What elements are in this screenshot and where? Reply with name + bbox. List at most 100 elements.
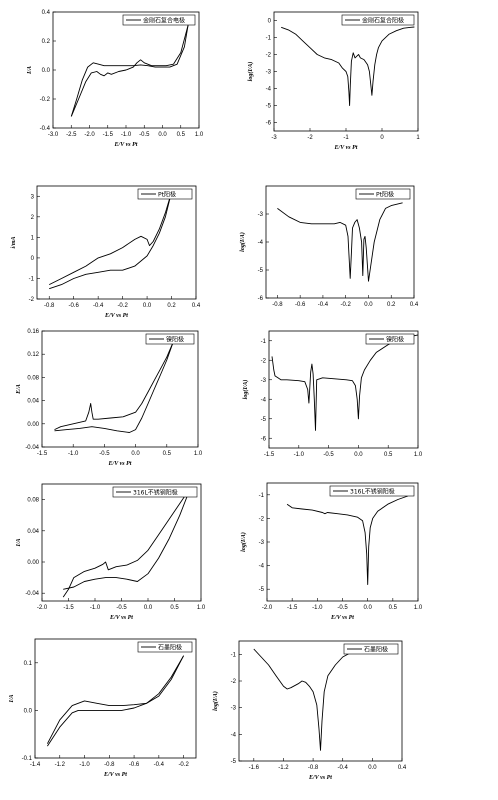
x-tick-label: -0.2 [117, 303, 128, 309]
legend-box [365, 333, 415, 345]
y-tick-label: 0.16 [27, 329, 39, 335]
y-tick-label: -4 [259, 564, 265, 570]
x-tick-label: -0.6 [295, 302, 306, 308]
x-tick-label: -0.2 [178, 762, 189, 768]
series-line [49, 192, 172, 290]
y-tick-label: 0.0 [24, 708, 33, 714]
y-axis-title: log(I/A) [247, 62, 254, 82]
series-line [49, 192, 172, 286]
x-tick-label: -1.5 [287, 605, 298, 611]
y-tick-label: -5 [259, 587, 265, 593]
y-tick-label: -3 [259, 540, 265, 546]
x-axis-title: E/V vs Pt [109, 615, 133, 621]
x-tick-label: 1.0 [194, 451, 203, 457]
x-tick-label: -0.8 [308, 765, 319, 771]
x-tick-label: -2 [307, 135, 313, 141]
x-tick-label: -1.0 [79, 762, 90, 768]
x-tick-label: -1.2 [278, 765, 289, 771]
series-line [253, 644, 380, 751]
legend-label: 石墨阳极 [364, 646, 388, 654]
x-tick-label: -1.5 [264, 452, 275, 458]
series-line [286, 495, 409, 585]
legend-label: 镍阳极 [386, 336, 404, 344]
x-tick-label: 1.0 [197, 605, 206, 611]
legend-label: 金刚石复合阳极 [362, 17, 404, 25]
y-tick-label: -3 [231, 706, 237, 712]
x-tick-label: 0.4 [410, 302, 419, 308]
legend-label: 镍阳极 [166, 336, 184, 344]
series-line [70, 25, 189, 117]
y-tick-label: -5 [266, 104, 272, 110]
x-tick-label: 0.5 [389, 605, 398, 611]
chart-panel: -1.5 -1.0 -0.5 0.0 0.5 1.0 -0.04 0.00 0.04 0.08 0.… [16, 329, 203, 467]
chart-panel: -3.0 -2.5 -2.0 -1.5 -1.0 -0.5 0.0 0.5 1.0 -0.4 -0.… [27, 10, 204, 148]
series-line [281, 26, 415, 106]
x-tick-label: 0.0 [363, 605, 372, 611]
legend-box [137, 188, 193, 200]
x-axis-title: E/V vs Pt [108, 461, 132, 467]
series-line [54, 342, 174, 431]
y-tick-label: -4 [266, 87, 272, 93]
y-tick-label: 0.04 [27, 399, 39, 405]
x-tick-label: -1.2 [55, 762, 66, 768]
x-tick-label: 0.4 [398, 765, 407, 771]
y-tick-label: -6 [258, 296, 264, 302]
legend-box [341, 14, 415, 26]
y-tick-label: 0.4 [42, 10, 51, 16]
y-axis-title: I/A [16, 538, 22, 547]
chart-panel: -2.0 -1.5 -1.0 -0.5 0.0 0.5 1.0 -0.04 0.00 0.04 0.… [16, 483, 206, 621]
legend-box [145, 333, 195, 345]
x-tick-label: -1.5 [63, 605, 74, 611]
plot-frame [41, 483, 202, 602]
chart-panel: -1.6 -1.2 -0.8 -0.4 0.0 0.4 -1 -2 -3 -4 -5 石墨阳极 E/V … [212, 640, 407, 781]
series-line [70, 24, 189, 117]
y-tick-label: -1 [261, 339, 267, 345]
y-tick-label: -1 [259, 493, 265, 499]
legend-box [122, 14, 196, 26]
x-tick-label: -0.4 [93, 303, 104, 309]
series-line [54, 342, 174, 433]
y-axis-title: log(I/A) [240, 532, 247, 552]
y-tick-label: -0.4 [40, 126, 51, 132]
x-tick-label: -0.6 [69, 303, 80, 309]
series-line [47, 655, 184, 747]
legend-label: Pt阳极 [376, 191, 394, 199]
x-tick-label: 0.0 [368, 765, 377, 771]
x-tick-label: -1.5 [37, 451, 48, 457]
x-tick-label: 0.0 [158, 132, 167, 138]
x-tick-label: -2.5 [66, 132, 77, 138]
y-tick-label: -2 [231, 679, 237, 685]
y-tick-label: -2 [29, 297, 35, 303]
x-tick-label: 0.0 [354, 452, 363, 458]
y-tick-label: 0.2 [42, 39, 51, 45]
y-tick-label: 0.08 [27, 498, 39, 504]
x-axis-title: E/V vs Pt [103, 772, 127, 778]
x-tick-label: -3 [271, 135, 277, 141]
y-axis-title: log(I/A) [242, 380, 249, 400]
chart-panel: -1.4 -1.2 -1.0 -0.8 -0.6 -0.4 -0.2 -0.1 0.0 0.1 石墨… [9, 638, 197, 778]
x-tick-label: -0.8 [44, 303, 55, 309]
y-tick-label: -0.1 [22, 756, 33, 762]
y-axis-title: log(I/A) [212, 691, 219, 711]
chart-panel: -0.8 -0.6 -0.4 -0.2 0.0 0.2 0.4 -2 -1 0 1 2 3 Pt阳极 E/V… [11, 185, 201, 319]
legend-label: 金刚石复合电极 [143, 17, 185, 25]
x-tick-label: -0.2 [341, 302, 352, 308]
y-tick-label: 2 [31, 215, 35, 221]
y-tick-label: 0.00 [27, 422, 39, 428]
chart-panel: -2.0 -1.5 -1.0 -0.5 0.0 0.5 1.0 -1 -2 -3 -4 -5 316L不… [240, 482, 423, 621]
x-tick-label: 0.5 [170, 605, 179, 611]
x-axis-title: E/V vs Pt [334, 145, 358, 151]
y-tick-label: 1 [31, 235, 35, 241]
legend-label: Pt阳极 [158, 191, 176, 199]
legend-box [112, 486, 198, 498]
y-tick-label: 0.0 [42, 68, 51, 74]
y-tick-label: -2 [259, 516, 265, 522]
y-tick-label: -0.04 [25, 591, 39, 597]
y-axis-title: I/A [9, 694, 15, 703]
x-tick-label: -0.4 [318, 302, 329, 308]
legend-label: 石墨阳极 [158, 644, 182, 652]
x-tick-label: 0.0 [364, 302, 373, 308]
x-tick-label: -2.0 [262, 605, 273, 611]
x-tick-label: 0.0 [131, 451, 140, 457]
x-tick-label: -0.8 [104, 762, 115, 768]
